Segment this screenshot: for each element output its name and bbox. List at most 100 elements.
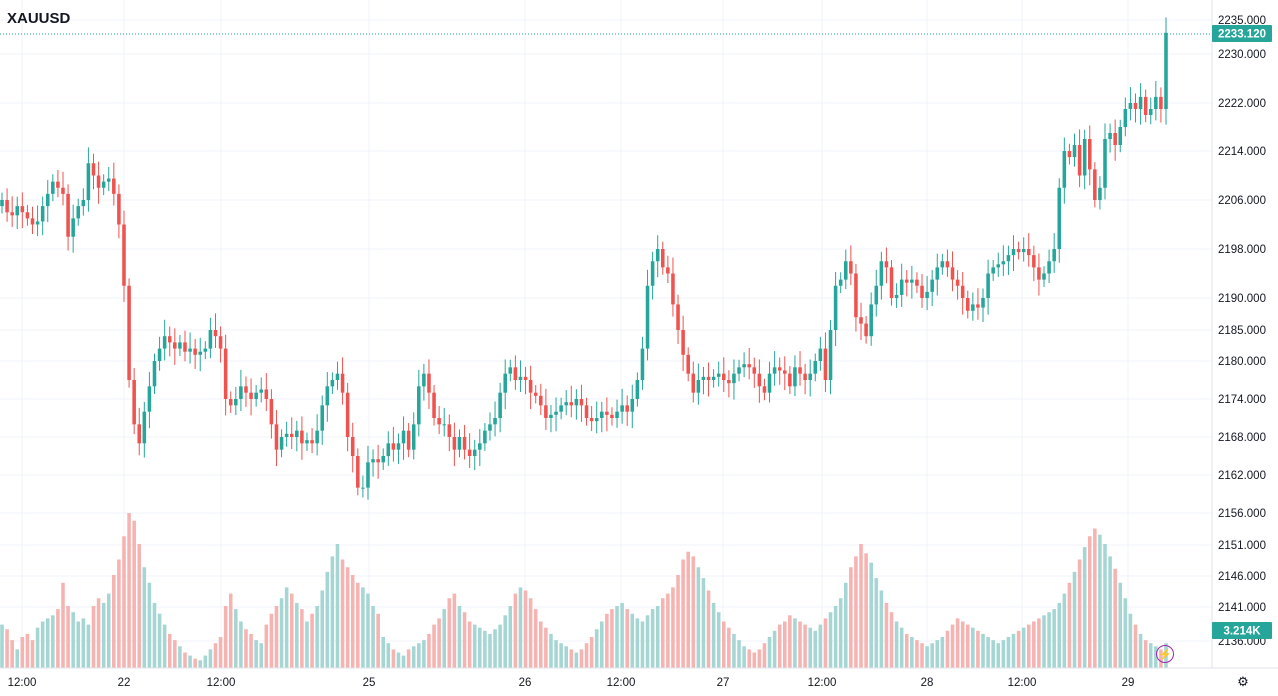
candle-body (874, 285, 879, 305)
candle-body (203, 348, 208, 352)
volume-bar (1148, 643, 1153, 668)
volume-bar (1138, 633, 1143, 668)
candle-body (508, 367, 513, 374)
volume-bar (884, 602, 889, 668)
candle-body (757, 373, 762, 387)
candle-body (10, 212, 14, 216)
volume-bar (30, 640, 35, 668)
volume-bar (549, 633, 553, 668)
volume-bar (330, 556, 335, 668)
volume-bar (315, 606, 319, 668)
volume-bar (183, 652, 187, 668)
candle-body (71, 218, 75, 237)
volume-bar (167, 633, 172, 668)
candle-body (483, 430, 487, 444)
candle-body (1148, 109, 1153, 115)
x-tick-label: 22 (118, 677, 131, 689)
volume-bar (142, 567, 147, 668)
candle-body (818, 348, 823, 361)
volume-bar (554, 640, 558, 668)
volume-bar (117, 559, 121, 668)
candle-body (66, 193, 70, 237)
volume-bar (193, 658, 197, 668)
candle-body (345, 392, 350, 437)
volume-bar (849, 567, 853, 668)
candle-body (579, 399, 584, 406)
candle-body (40, 206, 45, 222)
candle-body (971, 304, 975, 311)
volume-bar (35, 627, 40, 668)
candle-body (1143, 96, 1148, 115)
candle-body (533, 392, 538, 396)
volume-bar (1057, 602, 1062, 668)
candle-body (198, 351, 203, 355)
candle-body (234, 399, 238, 406)
candle-body (711, 376, 716, 380)
candle-body (635, 380, 640, 399)
volume-bar (472, 624, 477, 668)
candle-body (147, 386, 152, 412)
volume-bar (564, 646, 568, 668)
candle-body (51, 181, 55, 194)
settings-icon[interactable]: ⚙ (1237, 674, 1249, 689)
candle-body (996, 264, 1001, 268)
candle-body (767, 373, 772, 393)
candle-body (513, 367, 518, 380)
candle-body (386, 443, 391, 456)
x-tick-label: 12:00 (808, 677, 837, 689)
volume-bar (645, 615, 650, 668)
y-tick-label: 2235.000 (1218, 15, 1266, 27)
volume-bar (457, 606, 462, 668)
volume-bar (594, 629, 599, 668)
candle-body (244, 386, 248, 393)
volume-bar (859, 544, 863, 668)
candle-body (935, 267, 940, 280)
volume-bar (971, 627, 975, 668)
volume-bar (1047, 612, 1051, 668)
volume-bar (965, 624, 970, 668)
candle-body (25, 212, 30, 219)
volume-bar (1042, 615, 1046, 668)
volume-bar (279, 598, 284, 668)
volume-bar (401, 655, 406, 668)
candle-body (152, 361, 157, 387)
volume-bar (635, 618, 640, 668)
candle-body (193, 348, 197, 355)
candle-body (904, 279, 909, 283)
x-tick-label: 12:00 (1008, 677, 1037, 689)
candle-body (61, 187, 65, 194)
volume-bar (203, 655, 208, 668)
volume-bar (386, 643, 391, 668)
y-tick-label: 2168.000 (1218, 432, 1266, 444)
y-tick-label: 2141.000 (1218, 602, 1266, 614)
volume-bar (198, 660, 203, 668)
y-tick-label: 2162.000 (1218, 470, 1266, 482)
volume-bar (335, 544, 340, 668)
candle-body (310, 440, 314, 444)
volume-bar (691, 556, 696, 668)
candle-body (1123, 109, 1128, 127)
volume-bar (671, 587, 675, 668)
candle-body (1113, 133, 1117, 145)
candle-body (864, 323, 868, 337)
candle-body (854, 273, 858, 318)
candle-body (1006, 255, 1011, 262)
candle-body (569, 402, 574, 406)
candle-body (1164, 32, 1168, 110)
candle-body (289, 433, 294, 437)
candle-body (295, 430, 299, 437)
candle-body (798, 367, 802, 374)
volume-bar (249, 633, 253, 668)
candle-body (1047, 261, 1051, 274)
volume-bar (366, 593, 370, 668)
volume-bar (162, 624, 167, 668)
volume-bar (630, 613, 635, 668)
candle-body (376, 459, 380, 463)
lightning-icon[interactable]: ⚡ (1156, 645, 1174, 663)
candle-body (356, 456, 360, 488)
volume-bar (259, 643, 264, 668)
candle-body (279, 437, 284, 450)
volume-badge (1212, 622, 1272, 639)
volume-bar (818, 624, 823, 668)
